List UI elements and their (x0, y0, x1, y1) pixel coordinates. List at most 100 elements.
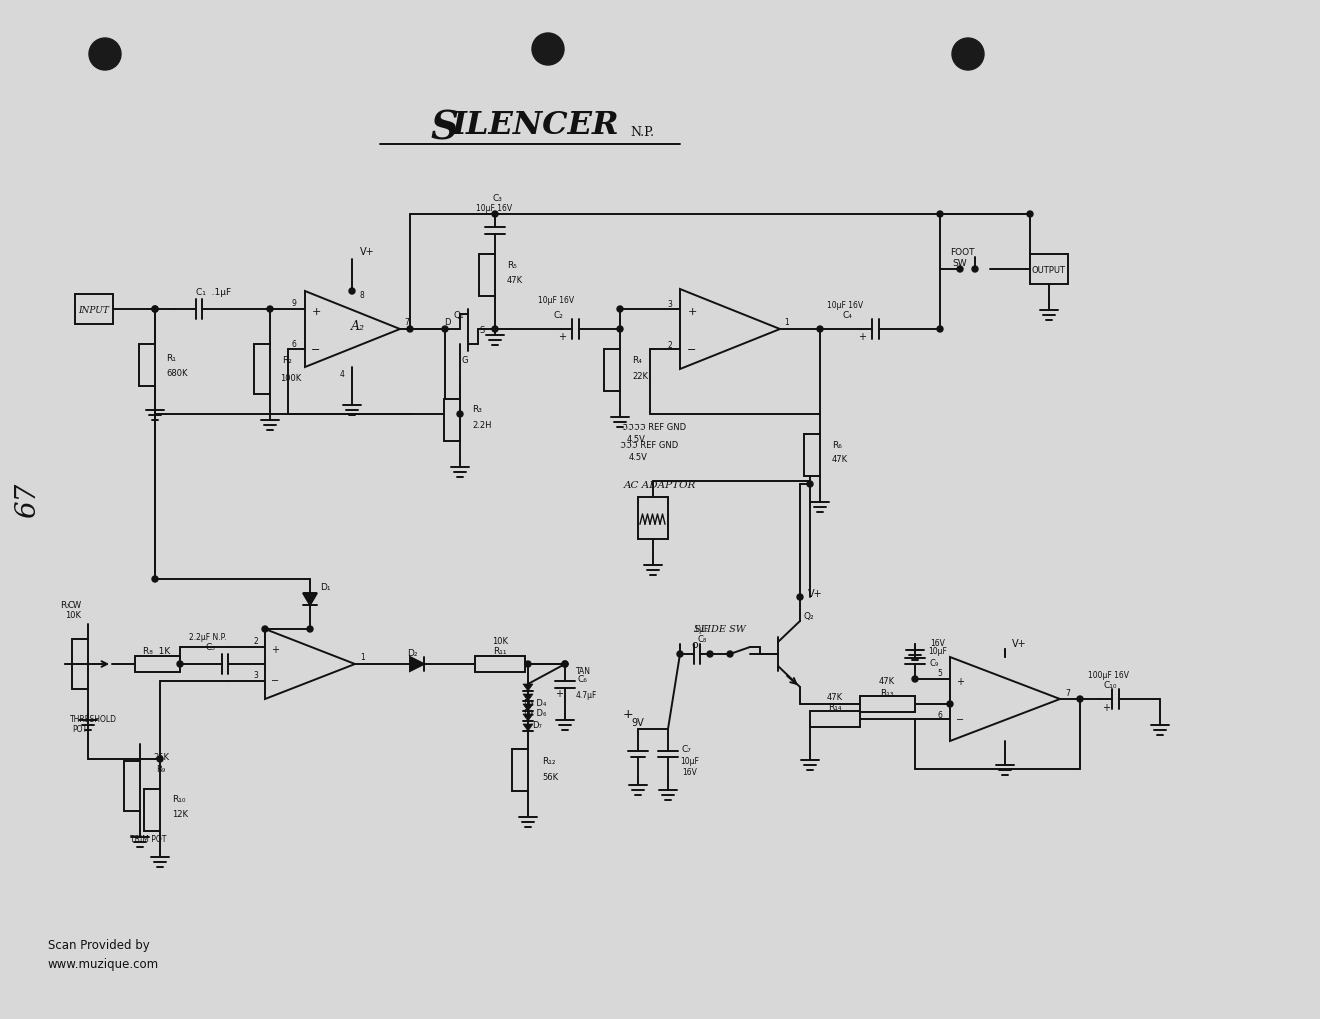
Circle shape (532, 34, 564, 66)
Circle shape (261, 627, 268, 633)
Text: D₅ D₆: D₅ D₆ (524, 709, 546, 717)
Bar (804, 434, 820, 477)
Text: 10μF: 10μF (928, 647, 946, 656)
Bar (75, 294, 114, 325)
Text: 10μF 16V: 10μF 16V (477, 204, 512, 212)
Text: +: + (312, 307, 321, 317)
Text: C₁₀: C₁₀ (1104, 680, 1117, 689)
Text: C₂: C₂ (553, 310, 562, 319)
Circle shape (525, 661, 531, 667)
Text: +: + (554, 688, 564, 698)
Circle shape (807, 482, 813, 487)
Text: C₉: C₉ (931, 659, 940, 667)
Bar (135, 656, 180, 673)
Text: 16V: 16V (931, 638, 945, 647)
Text: 4: 4 (341, 369, 345, 378)
Polygon shape (523, 714, 533, 721)
Text: 10K: 10K (492, 636, 508, 645)
Text: R₁₁: R₁₁ (494, 647, 507, 656)
Polygon shape (304, 593, 317, 605)
Text: 9V: 9V (632, 717, 644, 728)
Text: +: + (271, 644, 279, 654)
Text: 6: 6 (292, 339, 296, 348)
Text: 8: 8 (360, 290, 364, 300)
Text: OUTPUT: OUTPUT (1032, 265, 1067, 274)
Circle shape (952, 39, 983, 71)
Text: 25K: 25K (153, 753, 169, 762)
Text: 7: 7 (1065, 688, 1071, 697)
Circle shape (348, 288, 355, 294)
Circle shape (308, 627, 313, 633)
Circle shape (407, 327, 413, 332)
Text: THRESHOLD: THRESHOLD (70, 714, 117, 723)
Text: 3: 3 (667, 300, 672, 308)
Text: o: o (692, 639, 698, 649)
Text: +: + (1102, 702, 1110, 712)
Polygon shape (523, 694, 533, 701)
Text: Q₂: Q₂ (804, 611, 814, 621)
Text: 9: 9 (292, 299, 296, 307)
Text: R₅: R₅ (507, 260, 517, 269)
Text: .1μF: .1μF (692, 625, 709, 634)
Text: +: + (688, 307, 697, 317)
Circle shape (616, 307, 623, 313)
Bar (475, 656, 525, 673)
Text: +: + (623, 708, 634, 720)
Text: 12K: 12K (172, 810, 187, 818)
Text: R₁₂: R₁₂ (543, 757, 556, 765)
Text: 6: 6 (937, 710, 942, 718)
Text: 2.2H: 2.2H (473, 420, 491, 429)
Text: ℑℑℑℑ REF GND: ℑℑℑℑ REF GND (622, 423, 686, 432)
Circle shape (937, 212, 942, 218)
Polygon shape (523, 685, 533, 691)
Text: D₃ D₄: D₃ D₄ (524, 698, 546, 707)
Text: C₆: C₆ (578, 675, 587, 684)
Polygon shape (411, 657, 424, 672)
Text: C₈: C₈ (697, 635, 706, 644)
Polygon shape (523, 704, 533, 711)
Circle shape (797, 594, 803, 600)
Text: 100μF 16V: 100μF 16V (1088, 669, 1129, 679)
Text: 10μF: 10μF (680, 757, 698, 765)
Text: D₂: D₂ (407, 648, 417, 657)
Circle shape (937, 327, 942, 332)
Text: −: − (956, 714, 964, 725)
Circle shape (492, 212, 498, 218)
Text: C₃: C₃ (492, 194, 502, 203)
Text: 10μF 16V: 10μF 16V (826, 301, 863, 309)
Bar (861, 696, 915, 712)
Circle shape (727, 651, 733, 657)
Text: INPUT: INPUT (79, 306, 110, 314)
Polygon shape (523, 725, 533, 732)
Text: C₄: C₄ (842, 310, 851, 319)
Circle shape (492, 327, 498, 332)
Text: +: + (558, 331, 566, 341)
Text: V+: V+ (1012, 638, 1027, 648)
Bar (444, 399, 459, 441)
Text: 67: 67 (15, 482, 41, 517)
Text: 10μF 16V: 10μF 16V (539, 296, 574, 305)
Text: 100K: 100K (280, 373, 301, 382)
Text: D₇: D₇ (532, 719, 543, 729)
Circle shape (562, 661, 568, 667)
Text: S: S (430, 109, 458, 147)
Circle shape (957, 267, 964, 273)
Circle shape (157, 756, 162, 762)
Bar (73, 639, 88, 689)
Text: AC ADAPTOR: AC ADAPTOR (624, 480, 696, 489)
Bar (139, 344, 154, 386)
Text: 7: 7 (404, 317, 409, 326)
Text: 47K: 47K (507, 275, 523, 284)
Circle shape (616, 327, 623, 332)
Text: POT: POT (73, 725, 87, 734)
Text: 22K: 22K (632, 371, 648, 380)
Circle shape (457, 412, 463, 418)
Circle shape (708, 651, 713, 657)
Text: Q₁: Q₁ (453, 310, 463, 319)
Text: A₂: A₂ (351, 319, 366, 332)
Text: SW: SW (952, 258, 966, 267)
Bar (605, 350, 620, 391)
Circle shape (152, 577, 158, 583)
Text: 2.2μF N.P.: 2.2μF N.P. (189, 632, 227, 641)
Text: 5: 5 (937, 667, 942, 677)
